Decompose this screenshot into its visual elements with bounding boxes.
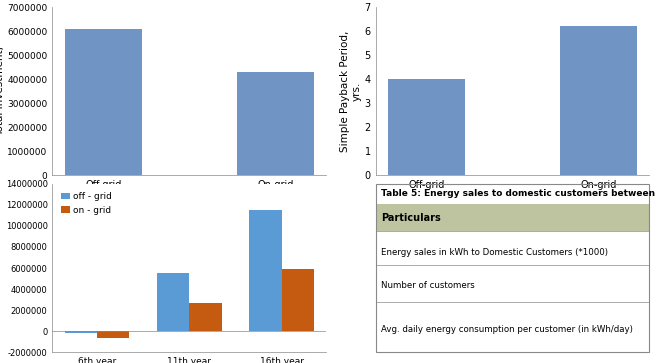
Legend: off - grid, on - grid: off - grid, on - grid [57, 188, 115, 218]
Bar [65, 331, 97, 333]
Bar [249, 210, 281, 331]
Bar [237, 72, 314, 175]
Bar [157, 273, 190, 331]
Text: Avg. daily energy consumption per customer (in kWh/day): Avg. daily energy consumption per custom… [381, 325, 633, 334]
Text: Particulars: Particulars [381, 212, 441, 223]
Bar [190, 303, 222, 331]
Y-axis label: Total Investment,: Total Investment, [0, 46, 5, 136]
Text: Number of customers: Number of customers [381, 281, 475, 290]
Bar [388, 79, 465, 175]
Bar [560, 26, 637, 175]
Bar [281, 269, 314, 331]
Text: Table 5: Energy sales to domestic customers between 20: Table 5: Energy sales to domestic custom… [381, 189, 656, 198]
Y-axis label: Simple Payback Period,
yrs.: Simple Payback Period, yrs. [340, 31, 361, 152]
Bar [65, 29, 142, 175]
Bar [97, 331, 129, 338]
Text: Energy sales in kWh to Domestic Customers (*1000): Energy sales in kWh to Domestic Customer… [381, 248, 608, 257]
Bar [376, 204, 649, 231]
